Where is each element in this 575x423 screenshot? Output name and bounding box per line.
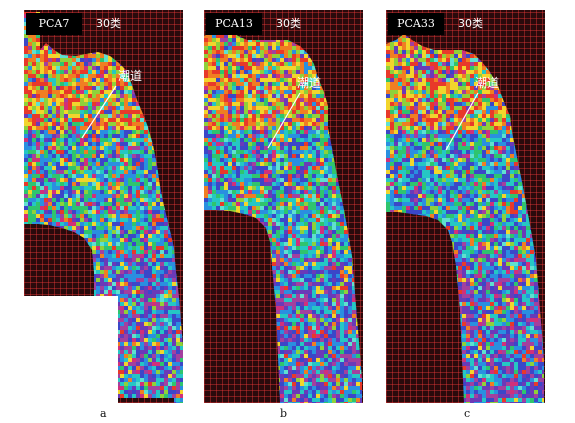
caption-a: a: [100, 407, 107, 420]
panel-c: PCA33 30类 潮道: [386, 10, 545, 403]
seismic-facies-map-c: [386, 34, 544, 403]
panel-title: PCA33: [388, 13, 444, 35]
class-count-label: 30类: [276, 17, 301, 30]
panel-title: PCA13: [206, 13, 262, 35]
caption-b: b: [280, 407, 288, 420]
caption-c: c: [464, 407, 471, 420]
tidal-channel-label: 潮道: [118, 69, 143, 83]
class-count-label: 30类: [96, 17, 121, 30]
tidal-channel-label: 潮道: [297, 76, 322, 90]
panel-a: PCA7 30类 潮道: [24, 10, 183, 403]
panel-b: PCA13 30类 潮道: [204, 10, 363, 403]
seismic-facies-map-b: [204, 24, 362, 403]
tidal-channel-label: 潮道: [475, 76, 500, 90]
class-count-label: 30类: [458, 17, 483, 30]
panel-title: PCA7: [26, 13, 82, 35]
blank-region: [24, 296, 118, 403]
